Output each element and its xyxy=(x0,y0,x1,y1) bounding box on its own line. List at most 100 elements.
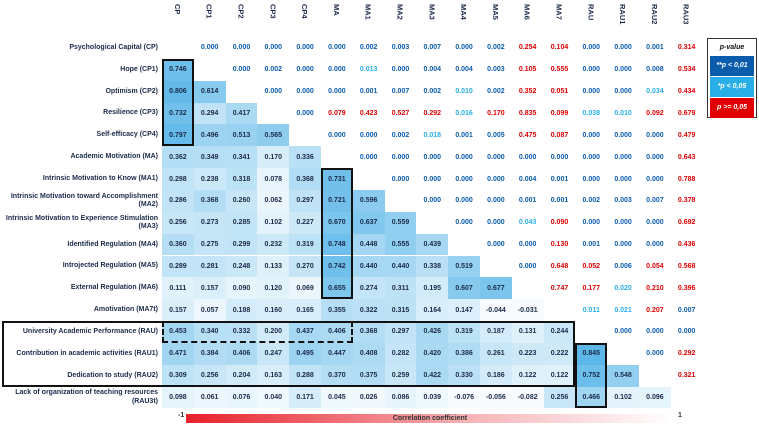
correlation-cell: 0.171 xyxy=(289,386,321,409)
p-value-cell: 0.020 xyxy=(614,284,632,292)
p-value-cell: 0.104 xyxy=(550,44,569,52)
p-value-cell: 0.001 xyxy=(455,131,473,139)
column-header: RAU2 xyxy=(649,4,659,25)
correlation-cell: 0.368 xyxy=(193,189,226,212)
p-value-cell: 0.000 xyxy=(455,44,473,52)
row-label: Introjected Regulation (MA5) xyxy=(62,262,158,270)
p-value-cell: 0.436 xyxy=(677,241,696,249)
correlation-cell: 0.275 xyxy=(193,233,226,256)
p-value-cell: 0.423 xyxy=(359,109,378,117)
p-value-cell: 0.207 xyxy=(646,306,664,314)
row-label: Resilience (CP3) xyxy=(103,109,158,117)
correlation-cell: 0.417 xyxy=(225,102,258,125)
column-header: CP2 xyxy=(236,4,246,19)
p-value-cell: 0.000 xyxy=(391,66,410,74)
correlation-cell: 0.655 xyxy=(321,277,353,300)
correlation-cell: 0.607 xyxy=(448,277,480,300)
correlation-cell: 0.748 xyxy=(321,233,353,256)
correlation-cell: 0.845 xyxy=(575,342,608,365)
correlation-cell: 0.259 xyxy=(384,364,417,387)
p-value-cell: 0.004 xyxy=(455,66,473,74)
correlation-cell: 0.448 xyxy=(352,233,385,256)
p-value-cell: 0.000 xyxy=(391,153,410,161)
p-value-cell: 0.835 xyxy=(518,109,537,117)
p-value-cell: 0.010 xyxy=(455,88,473,96)
p-value-cell: 0.043 xyxy=(518,219,537,227)
column-header: RAU3 xyxy=(681,4,691,25)
correlation-cell: 0.721 xyxy=(321,189,353,212)
p-value-cell: 0.000 xyxy=(328,66,346,74)
p-value-cell: 0.005 xyxy=(487,131,505,139)
p-value-cell: 0.051 xyxy=(550,88,569,96)
row-label: Lack of organization of teaching resourc… xyxy=(15,389,158,405)
correlation-cell: 0.244 xyxy=(543,321,576,343)
legend-item: **p < 0,01 xyxy=(710,56,754,76)
colorbar-title: Correlation coefficient xyxy=(392,415,468,422)
correlation-cell: 0.338 xyxy=(416,255,449,278)
correlation-cell: 0.288 xyxy=(289,364,321,387)
p-value-cell: 0.000 xyxy=(487,197,505,205)
p-value-cell: 0.000 xyxy=(614,153,632,161)
correlation-cell: 0.223 xyxy=(511,342,544,365)
correlation-cell: 0.309 xyxy=(162,364,194,387)
correlation-cell: 0.336 xyxy=(289,146,321,169)
correlation-cell: 0.289 xyxy=(162,255,194,278)
p-value-cell: 0.001 xyxy=(646,44,664,52)
p-value-cell: 0.321 xyxy=(677,372,696,380)
correlation-cell: 0.285 xyxy=(225,211,258,234)
correlation-cell: 0.495 xyxy=(289,342,321,365)
legend-title: p-value xyxy=(719,44,745,51)
p-value-cell: 0.177 xyxy=(582,284,601,292)
correlation-cell: 0.548 xyxy=(607,364,639,387)
correlation-cell: 0.286 xyxy=(162,189,194,212)
colorbar-max: 1 xyxy=(678,412,682,419)
p-value-cell: 0.000 xyxy=(646,175,664,183)
p-value-cell: 0.000 xyxy=(646,131,664,139)
correlation-cell: 0.040 xyxy=(257,386,290,409)
correlation-cell: 0.122 xyxy=(511,364,544,387)
p-value-cell: 0.314 xyxy=(677,44,696,52)
p-value-cell: 0.378 xyxy=(677,197,696,205)
p-value-cell: 0.092 xyxy=(646,109,664,117)
p-value-cell: 0.105 xyxy=(518,66,537,74)
correlation-cell: 0.322 xyxy=(352,299,385,322)
p-value-cell: 0.747 xyxy=(550,284,569,292)
p-value-cell: 0.000 xyxy=(232,66,251,74)
p-value-cell: 0.788 xyxy=(677,175,696,183)
p-value-cell: 0.000 xyxy=(296,109,314,117)
correlation-cell: 0.298 xyxy=(162,168,194,190)
p-value-cell: 0.021 xyxy=(614,306,632,314)
p-value-cell: 0.000 xyxy=(614,241,632,249)
p-value-cell: 0.000 xyxy=(487,219,505,227)
correlation-cell: 0.157 xyxy=(193,277,226,300)
correlation-cell: 0.026 xyxy=(352,386,385,409)
correlation-cell: 0.677 xyxy=(480,277,512,300)
p-value-cell: 0.002 xyxy=(359,44,378,52)
correlation-cell: 0.297 xyxy=(384,321,417,343)
column-header: RAU1 xyxy=(618,4,628,25)
correlation-cell: 0.386 xyxy=(448,342,480,365)
correlation-cell: 0.157 xyxy=(162,299,194,322)
correlation-cell: 0.408 xyxy=(352,342,385,365)
p-value-cell: 0.000 xyxy=(646,241,664,249)
correlation-cell: 0.319 xyxy=(448,321,480,343)
correlation-cell: 0.406 xyxy=(321,321,353,343)
correlation-cell: 0.057 xyxy=(193,299,226,322)
p-value-cell: 0.052 xyxy=(582,262,601,270)
p-value-cell: 0.000 xyxy=(582,131,601,139)
correlation-cell: 0.273 xyxy=(193,211,226,234)
p-value-cell: 0.000 xyxy=(614,131,632,139)
p-value-cell: 0.000 xyxy=(614,219,632,227)
p-value-cell: 0.534 xyxy=(677,66,696,74)
correlation-cell: -0.076 xyxy=(448,386,480,409)
column-header: MA2 xyxy=(395,4,405,20)
correlation-cell: 0.299 xyxy=(225,233,258,256)
p-value-cell: 0.079 xyxy=(328,109,346,117)
p-value-cell: 0.000 xyxy=(455,219,473,227)
correlation-cell: 0.165 xyxy=(289,299,321,322)
p-value-cell: 0.000 xyxy=(646,328,664,336)
correlation-cell: 0.256 xyxy=(162,211,194,234)
p-value-cell: 0.004 xyxy=(518,175,537,183)
correlation-cell: 0.555 xyxy=(384,233,417,256)
